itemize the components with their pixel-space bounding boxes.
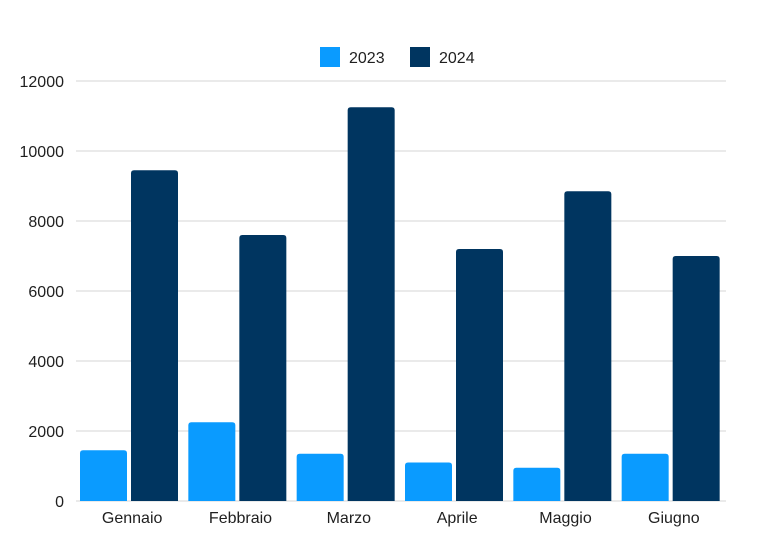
bar-2023-gennaio: [80, 450, 127, 501]
x-tick-label: Febbraio: [209, 510, 272, 527]
bar-2024-febbraio: [239, 235, 287, 501]
bar-2023-giugno: [621, 453, 669, 501]
legend-item-2023: 2023: [320, 47, 385, 67]
x-tick-label: Aprile: [437, 510, 478, 527]
gridlines: [76, 80, 726, 502]
legend-swatch: [410, 47, 430, 67]
y-tick-label: 8000: [28, 214, 64, 231]
bar-2024-gennaio: [131, 170, 178, 501]
y-tick-label: 10000: [20, 144, 65, 161]
y-tick-label: 6000: [28, 284, 64, 301]
y-tick-label: 4000: [28, 354, 64, 371]
bar-2023-febbraio: [188, 422, 236, 501]
x-axis-tick-labels: Gennaio Febbraio Marzo Aprile Maggio Giugno: [102, 510, 700, 527]
x-tick-label: Gennaio: [102, 510, 163, 527]
bar-2024-marzo: [347, 107, 395, 501]
legend-swatch: [320, 47, 340, 67]
bar-2024-giugno: [672, 256, 720, 501]
x-tick-label: Giugno: [648, 510, 700, 527]
bar-2023-marzo: [296, 453, 344, 501]
bar-series: [80, 107, 720, 501]
y-tick-label: 0: [55, 494, 64, 511]
bar-2024-maggio: [564, 191, 612, 501]
y-axis-tick-labels: 0 2000 4000 6000 8000 10000 12000: [20, 74, 65, 511]
x-tick-label: Maggio: [539, 510, 592, 527]
legend-label: 2024: [439, 50, 475, 67]
y-tick-label: 2000: [28, 424, 64, 441]
bar-2023-aprile: [405, 462, 452, 501]
legend: 2023 2024: [320, 47, 475, 67]
y-tick-label: 12000: [20, 74, 65, 91]
bar-2024-aprile: [456, 249, 503, 501]
x-tick-label: Marzo: [327, 510, 372, 527]
legend-item-2024: 2024: [410, 47, 475, 67]
bar-2023-maggio: [513, 467, 561, 501]
legend-label: 2023: [349, 50, 385, 67]
